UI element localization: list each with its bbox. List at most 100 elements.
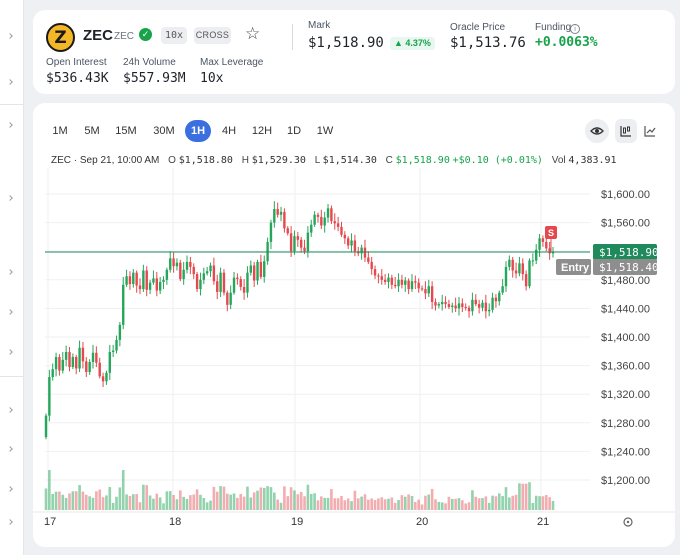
volume-bar — [118, 487, 122, 510]
volume-bar — [192, 494, 196, 510]
margin-mode-pill[interactable]: CROSS — [194, 27, 231, 44]
timeframe-30m[interactable]: 30M — [153, 125, 175, 137]
timeframe-1w[interactable]: 1W — [316, 125, 334, 137]
trade-marker — [545, 226, 557, 239]
candle-body — [434, 301, 437, 306]
entry-price-tag — [593, 258, 657, 275]
candle-body — [111, 350, 115, 353]
chevron-right-icon[interactable] — [7, 486, 13, 492]
volume-bar — [477, 498, 481, 510]
candle-body — [64, 352, 68, 360]
candle-body — [135, 272, 138, 286]
timeframe-12h[interactable]: 12H — [251, 125, 273, 137]
volume-bar — [145, 485, 149, 510]
volume-bar — [387, 498, 390, 510]
candle-body — [118, 324, 122, 340]
candle-body — [488, 309, 491, 312]
candle-body — [545, 241, 548, 249]
volume-bar — [531, 503, 535, 510]
volume-bar — [168, 491, 172, 510]
candle-body — [179, 262, 182, 280]
candle-body — [212, 265, 216, 282]
price-tick-label: $1,240.00 — [601, 446, 650, 458]
timeframe-4h[interactable]: 4H — [221, 125, 237, 137]
change-value: +$0.10 (+0.01%) — [452, 155, 543, 166]
chevron-right-icon[interactable] — [7, 519, 13, 525]
header-divider — [292, 24, 293, 50]
visibility-toggle-button[interactable] — [585, 119, 609, 143]
candle-body — [498, 292, 501, 302]
info-icon[interactable]: i — [570, 24, 580, 34]
volume-bar — [269, 487, 273, 510]
candle-body — [172, 258, 175, 267]
candle-body — [242, 286, 246, 293]
volume-bar — [474, 496, 478, 510]
trade-marker-label: S — [548, 228, 554, 238]
candle-body — [276, 209, 279, 215]
volume-bar — [128, 495, 132, 510]
volume-bar — [142, 484, 145, 510]
candle-body — [444, 301, 447, 305]
candle-body — [189, 261, 192, 267]
timeframe-5m[interactable]: 5M — [84, 125, 100, 137]
chevron-right-icon[interactable] — [7, 309, 13, 315]
candle-body — [440, 301, 444, 305]
candle-body — [367, 257, 370, 262]
candle-body — [360, 247, 363, 254]
line-mode-button[interactable] — [639, 119, 661, 143]
candle-body — [313, 214, 316, 225]
volume-key: Vol — [551, 155, 566, 166]
volume-bar — [262, 487, 266, 510]
chevron-right-icon[interactable] — [7, 269, 13, 275]
volume-bar — [229, 494, 232, 510]
candle-body — [350, 240, 353, 246]
chevron-right-icon[interactable] — [7, 195, 13, 201]
volume-bar — [68, 493, 71, 510]
timeframe-15m[interactable]: 15M — [115, 125, 137, 137]
chevron-right-icon[interactable] — [7, 79, 13, 85]
timeframe-1m[interactable]: 1M — [52, 125, 68, 137]
volume-bar — [306, 484, 310, 510]
entry-label: Entry — [561, 262, 590, 274]
candle-body — [531, 260, 535, 262]
chevron-right-icon[interactable] — [7, 122, 13, 128]
price-tick-label: $1,280.00 — [601, 418, 650, 430]
candle-body — [91, 352, 95, 363]
chevron-right-icon[interactable] — [7, 33, 13, 39]
candlestick-chart[interactable]: $1,600.00$1,560.00$1,520.00$1,480.00$1,4… — [33, 168, 675, 543]
candle-body — [336, 223, 340, 227]
volume-bar — [551, 500, 555, 510]
chevron-right-icon[interactable] — [7, 407, 13, 413]
price-tick-label: $1,600.00 — [601, 189, 650, 201]
volume-bar — [58, 491, 61, 510]
candle-body — [145, 270, 148, 290]
candlestick-mode-button[interactable] — [615, 119, 637, 143]
candle-body — [316, 214, 320, 217]
candle-body — [273, 209, 276, 223]
timeframe-1h[interactable]: 1H — [185, 120, 211, 142]
candle-body — [286, 228, 289, 234]
star-icon[interactable]: ☆ — [245, 24, 261, 43]
candle-body — [320, 216, 323, 226]
open-key: O — [168, 155, 176, 166]
volume-bar — [125, 494, 128, 510]
volume-bar — [91, 497, 95, 510]
candle-body — [477, 304, 481, 308]
market-symbol[interactable]: ZEC — [83, 27, 113, 44]
candle-body — [205, 271, 209, 274]
candle-body — [138, 285, 142, 290]
volume-bar — [303, 496, 306, 510]
current-price-label: $1,518.90 — [599, 246, 659, 259]
chevron-right-icon[interactable] — [7, 446, 13, 452]
candle-body — [148, 282, 152, 290]
chevron-right-icon[interactable] — [7, 349, 13, 355]
volume-bar — [444, 503, 447, 510]
candle-body — [390, 277, 394, 285]
timeframe-1d[interactable]: 1D — [286, 125, 302, 137]
candle-body — [370, 261, 373, 270]
candle-body — [75, 357, 78, 369]
leverage-pill[interactable]: 10x — [161, 27, 187, 44]
left-sidebar-strip — [0, 0, 24, 555]
volume-bar — [74, 491, 78, 510]
volume-bar — [538, 496, 541, 510]
